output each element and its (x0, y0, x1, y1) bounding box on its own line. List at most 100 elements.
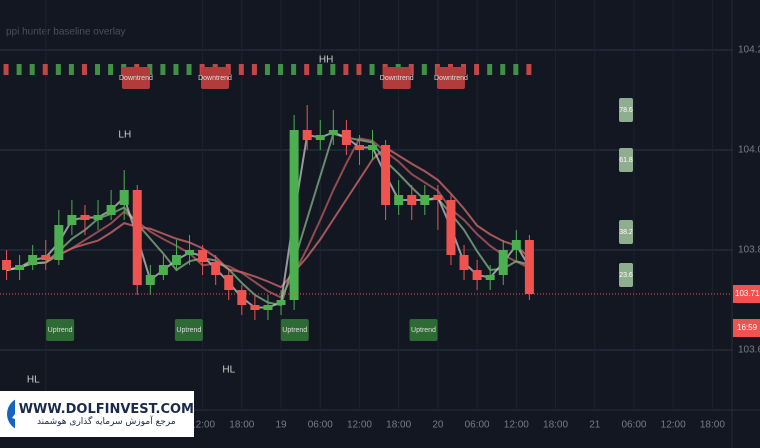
candle-body (433, 195, 443, 200)
candle-body (41, 255, 51, 260)
candle-body (381, 145, 391, 205)
trend-label: Uptrend (282, 327, 307, 334)
trend-strip (474, 64, 480, 75)
candle-body (171, 255, 181, 265)
last-price: 103.712 (735, 289, 760, 298)
trend-strip (173, 64, 179, 75)
trend-badge (201, 67, 230, 89)
candle-body (15, 265, 25, 270)
x-tick-label: 18:00 (700, 420, 725, 431)
fib-label: 23.6 (619, 272, 633, 279)
swing-label: HL (27, 375, 40, 386)
watermark-title: WWW.DOLFINVEST.COM (18, 401, 194, 417)
x-tick-label: 06:00 (465, 420, 490, 431)
trend-strip (526, 64, 532, 75)
candle-body (446, 200, 456, 255)
candle-body (106, 205, 116, 215)
trend-label: Downtrend (380, 75, 414, 82)
price-badge (733, 285, 760, 303)
trend-label: Uptrend (176, 327, 201, 334)
trend-strip (343, 64, 349, 75)
x-tick-label: 18:00 (386, 420, 411, 431)
trend-label: Downtrend (198, 75, 232, 82)
candle-body (368, 145, 378, 150)
candle-body (315, 135, 325, 140)
candle-body (211, 262, 221, 275)
trend-strip (16, 64, 22, 75)
trend-strip (95, 64, 101, 75)
candle-body (498, 250, 508, 275)
countdown: 16:59 (737, 323, 758, 332)
trend-label: Downtrend (119, 75, 153, 82)
x-tick-label: 12:00 (661, 420, 686, 431)
chart-title: ppi hunter baseline overlay (6, 27, 126, 38)
candle-body (263, 305, 273, 310)
trend-strip (369, 64, 375, 75)
x-tick-label: 20 (432, 420, 444, 431)
candle-body (2, 260, 12, 270)
candle-body (407, 195, 417, 205)
trend-strip (68, 64, 74, 75)
candle-body (224, 275, 234, 290)
trend-strip (408, 64, 414, 75)
trend-strip (186, 64, 192, 75)
x-tick-label: 12:00 (190, 420, 215, 431)
x-tick-label: 21 (589, 420, 601, 431)
trend-badge (121, 67, 150, 89)
trend-label: Uptrend (411, 327, 436, 334)
trend-strip (513, 64, 519, 75)
trend-badge (174, 319, 203, 341)
candle-body (80, 215, 90, 220)
trend-strip (317, 64, 323, 75)
trend-label: Downtrend (434, 75, 468, 82)
x-tick-label: 06:00 (621, 420, 646, 431)
candle-body (119, 190, 129, 205)
trend-badge (280, 319, 309, 341)
trend-strip (42, 64, 48, 75)
candle-body (511, 240, 521, 250)
trend-strip (251, 64, 257, 75)
candle-body (132, 190, 142, 285)
fib-badge (619, 263, 633, 287)
candle-body (28, 255, 38, 265)
trend-strip (81, 64, 87, 75)
trend-strip (3, 64, 9, 75)
y-tick-label: 103.600 (738, 345, 760, 356)
trend-strip (421, 64, 427, 75)
trend-strip (108, 64, 114, 75)
candle-body (237, 290, 247, 305)
trend-badge (409, 319, 438, 341)
x-tick-label: 19 (275, 420, 287, 431)
trend-label: Uptrend (48, 327, 73, 334)
trend-strip (264, 64, 270, 75)
trend-strip (304, 64, 310, 75)
watermark: WWW.DOLFINVEST.COM مرجع آموزش سرمایه گذا… (0, 391, 194, 437)
candle-body (328, 130, 338, 135)
trend-strip (29, 64, 35, 75)
trend-strip (487, 64, 493, 75)
watermark-subtitle: مرجع آموزش سرمایه گذاری هوشمند (36, 416, 176, 427)
candle-body (394, 195, 404, 205)
fib-badge (619, 220, 633, 244)
trend-strip (238, 64, 244, 75)
y-tick-label: 104.200 (738, 45, 760, 56)
logo (7, 399, 15, 429)
fib-badge (619, 98, 633, 122)
x-tick-label: 12:00 (347, 420, 372, 431)
candle-body (354, 145, 364, 150)
candle-body (198, 250, 208, 262)
trend-strip (160, 64, 166, 75)
candle-body (276, 300, 286, 305)
candle-body (472, 270, 482, 280)
candle-body (485, 275, 495, 280)
trend-strip (330, 64, 336, 75)
y-tick-label: 104.000 (738, 145, 760, 156)
candle-body (54, 225, 64, 260)
candle-body (67, 215, 77, 225)
candle-body (145, 275, 155, 285)
trend-strip (356, 64, 362, 75)
y-tick-label: 103.800 (738, 245, 760, 256)
